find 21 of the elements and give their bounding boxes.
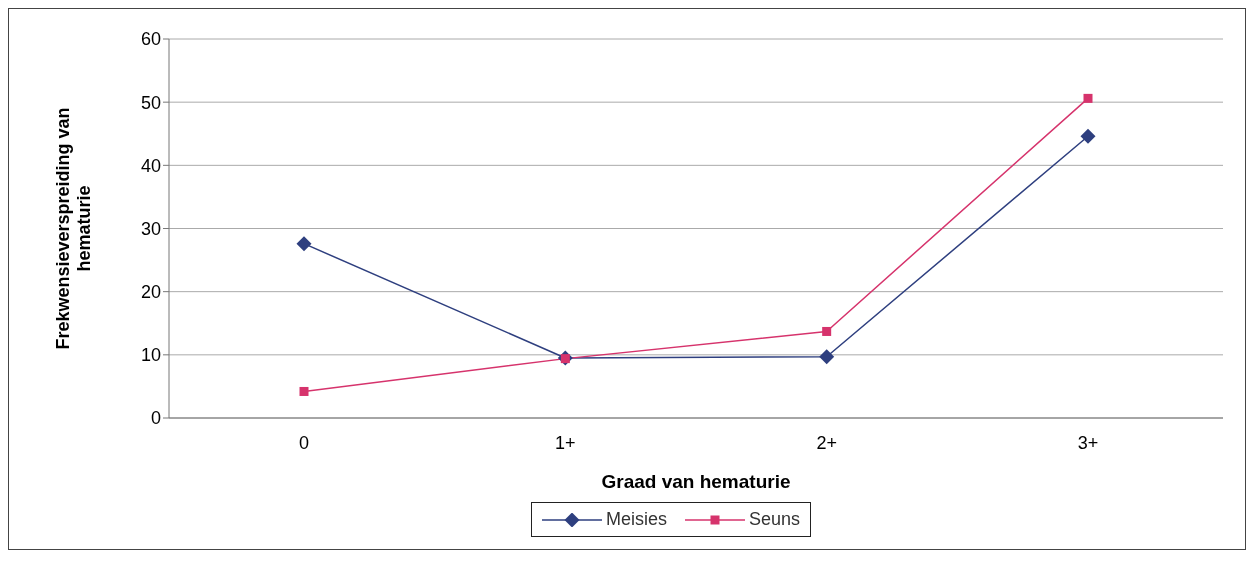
x-tick-label: 1+ bbox=[555, 432, 576, 453]
legend-label: Meisies bbox=[605, 509, 667, 530]
y-tick-label: 20 bbox=[140, 282, 161, 303]
point bbox=[822, 326, 832, 336]
point bbox=[296, 236, 312, 252]
x-axis-title: Graad van hematurie bbox=[601, 471, 791, 492]
legend-label: Seuns bbox=[748, 509, 801, 530]
x-tick-label: 3+ bbox=[1077, 432, 1099, 453]
point bbox=[1083, 93, 1093, 103]
y-tick-label: 30 bbox=[140, 218, 161, 239]
y-tick-label: 50 bbox=[140, 92, 161, 113]
y-axis-title: Frekwensieverspreiding van hematurie bbox=[53, 107, 94, 350]
point bbox=[1080, 128, 1096, 144]
y-tick-label: 40 bbox=[140, 155, 161, 176]
y-tick-label: 60 bbox=[140, 29, 161, 50]
x-tick-label: 0 bbox=[298, 432, 310, 453]
point bbox=[299, 386, 309, 396]
point bbox=[819, 349, 835, 365]
x-tick-label: 2+ bbox=[816, 432, 837, 453]
y-tick-label: 10 bbox=[140, 345, 161, 366]
y-tick-label: 0 bbox=[150, 408, 161, 429]
